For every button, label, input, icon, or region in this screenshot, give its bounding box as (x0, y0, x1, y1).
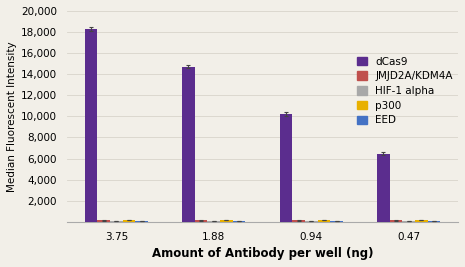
Bar (305, 221, 318, 222)
Bar (182, 67, 195, 222)
Bar (292, 220, 305, 222)
Bar (195, 220, 207, 222)
Bar (135, 221, 148, 222)
Bar (85, 29, 97, 222)
Bar (279, 114, 292, 222)
Bar (377, 154, 390, 222)
Bar (415, 220, 428, 222)
Bar (123, 220, 135, 222)
X-axis label: Amount of Antibody per well (ng): Amount of Antibody per well (ng) (152, 247, 373, 260)
Y-axis label: Median Fluorescent Intensity: Median Fluorescent Intensity (7, 41, 17, 192)
Bar (428, 221, 440, 222)
Legend: dCas9, JMJD2A/KDM4A, HIF-1 alpha, p300, EED: dCas9, JMJD2A/KDM4A, HIF-1 alpha, p300, … (357, 57, 453, 125)
Bar (110, 221, 123, 222)
Bar (318, 220, 330, 222)
Bar (220, 220, 233, 222)
Bar (402, 221, 415, 222)
Bar (330, 221, 343, 222)
Bar (390, 220, 402, 222)
Bar (233, 221, 246, 222)
Bar (207, 221, 220, 222)
Bar (97, 220, 110, 222)
